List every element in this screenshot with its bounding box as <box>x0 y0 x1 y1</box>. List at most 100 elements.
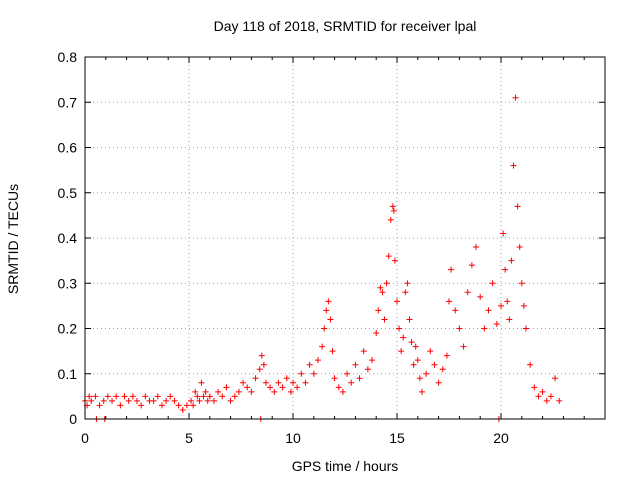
data-point <box>410 361 417 368</box>
data-point <box>244 384 251 391</box>
data-point <box>452 307 459 314</box>
data-point <box>383 280 390 287</box>
data-point <box>294 384 301 391</box>
data-point <box>235 388 242 395</box>
data-point <box>456 325 463 332</box>
data-point <box>121 393 128 400</box>
data-point <box>134 397 140 404</box>
data-point <box>443 352 450 359</box>
data-point <box>302 379 309 386</box>
data-point <box>498 302 504 309</box>
data-point <box>248 388 255 395</box>
data-point <box>231 393 238 400</box>
data-point <box>431 361 438 368</box>
y-tick-label: 0.4 <box>58 230 78 246</box>
data-point <box>348 379 355 386</box>
data-point <box>412 343 419 350</box>
data-point <box>477 293 484 300</box>
data-point <box>504 298 511 305</box>
y-tick-label: 0 <box>69 411 77 427</box>
data-point <box>227 397 234 404</box>
data-point <box>331 375 338 382</box>
data-point <box>414 357 421 364</box>
data-point <box>508 257 515 264</box>
data-point <box>215 388 222 395</box>
x-tick-label: 0 <box>81 430 89 446</box>
x-axis-label: GPS time / hours <box>292 458 399 474</box>
data-point <box>418 388 425 395</box>
data-point <box>398 348 405 355</box>
data-point <box>200 393 207 400</box>
data-point <box>381 316 388 323</box>
data-point <box>506 316 513 323</box>
data-point <box>256 366 263 373</box>
x-tick-label: 20 <box>493 430 509 446</box>
data-point <box>539 388 546 395</box>
data-point <box>485 307 492 314</box>
data-point <box>260 361 267 368</box>
data-point <box>198 379 205 386</box>
data-point <box>531 384 538 391</box>
data-point <box>514 203 521 210</box>
tick-labels: 0 5 10 15 20 0 0.1 0.2 0.3 0.4 0.5 0.6 0.7 0.8 <box>58 49 509 446</box>
data-point <box>158 402 165 409</box>
data-point <box>271 388 278 395</box>
data-point <box>104 393 111 400</box>
data-point <box>150 397 157 404</box>
data-point <box>360 348 367 355</box>
data-point <box>400 334 407 341</box>
data-point <box>279 384 286 391</box>
data-point <box>446 298 452 305</box>
data-point <box>142 393 149 400</box>
data-point <box>389 203 396 210</box>
data-point <box>373 330 380 337</box>
data-point <box>527 361 534 368</box>
data-point <box>96 402 103 409</box>
ticks <box>84 56 605 420</box>
data-point <box>321 325 328 332</box>
data-point <box>377 284 384 291</box>
data-point <box>88 397 95 404</box>
data-point <box>391 257 398 264</box>
x-tick-label: 5 <box>185 430 193 446</box>
data-point <box>252 375 259 382</box>
data-point <box>423 370 430 377</box>
data-point <box>416 375 423 382</box>
data-point <box>329 348 336 355</box>
data-point <box>464 289 471 296</box>
data-point <box>223 384 230 391</box>
x-tick-label: 15 <box>389 430 405 446</box>
data-point <box>310 370 317 377</box>
data-point <box>86 393 93 400</box>
data-point <box>356 375 363 382</box>
data-point <box>387 216 394 223</box>
data-point <box>518 280 525 287</box>
data-point <box>175 402 182 409</box>
data-point <box>167 393 174 400</box>
data-point <box>275 379 282 386</box>
data-point <box>219 393 226 400</box>
data-point <box>210 397 217 404</box>
data-point <box>502 266 509 273</box>
data-point <box>319 343 326 350</box>
data-point <box>117 402 124 409</box>
data-point <box>183 402 190 409</box>
data-point <box>306 361 313 368</box>
y-axis-label: SRMTID / TECUs <box>5 184 21 294</box>
data-point <box>460 343 467 350</box>
data-point <box>352 361 359 368</box>
data-point <box>196 397 203 404</box>
data-point <box>262 379 269 386</box>
y-tick-label: 0.6 <box>58 140 78 156</box>
data-point <box>379 289 386 296</box>
data-point <box>100 397 107 404</box>
y-tick-label: 0.7 <box>58 94 78 110</box>
data-point <box>516 244 523 251</box>
data-point <box>427 348 434 355</box>
data-point <box>344 370 351 377</box>
data-points <box>82 94 563 422</box>
data-point <box>402 289 409 296</box>
data-point <box>375 307 382 314</box>
data-point <box>435 379 442 386</box>
y-tick-label: 0.5 <box>58 185 78 201</box>
